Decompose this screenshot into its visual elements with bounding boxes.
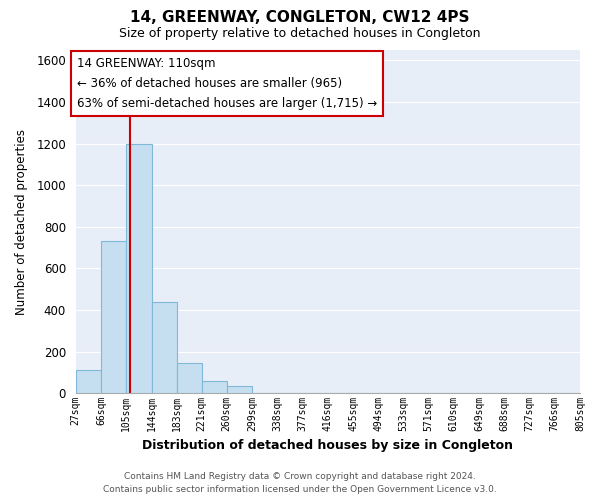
Bar (76, 370, 101, 393)
Text: 14, GREENWAY, CONGLETON, CW12 4PS: 14, GREENWAY, CONGLETON, CW12 4PS (130, 10, 470, 25)
Bar (202, 380, 227, 393)
Y-axis label: Number of detached properties: Number of detached properties (15, 128, 28, 314)
Bar (152, 302, 177, 393)
Bar (177, 363, 202, 393)
Bar (101, 242, 127, 393)
X-axis label: Distribution of detached houses by size in Congleton: Distribution of detached houses by size … (142, 440, 514, 452)
Text: Size of property relative to detached houses in Congleton: Size of property relative to detached ho… (119, 28, 481, 40)
Bar (127, 144, 152, 393)
Text: 14 GREENWAY: 110sqm
← 36% of detached houses are smaller (965)
63% of semi-detac: 14 GREENWAY: 110sqm ← 36% of detached ho… (77, 58, 377, 110)
Bar (227, 386, 252, 393)
Text: Contains HM Land Registry data © Crown copyright and database right 2024.
Contai: Contains HM Land Registry data © Crown c… (103, 472, 497, 494)
